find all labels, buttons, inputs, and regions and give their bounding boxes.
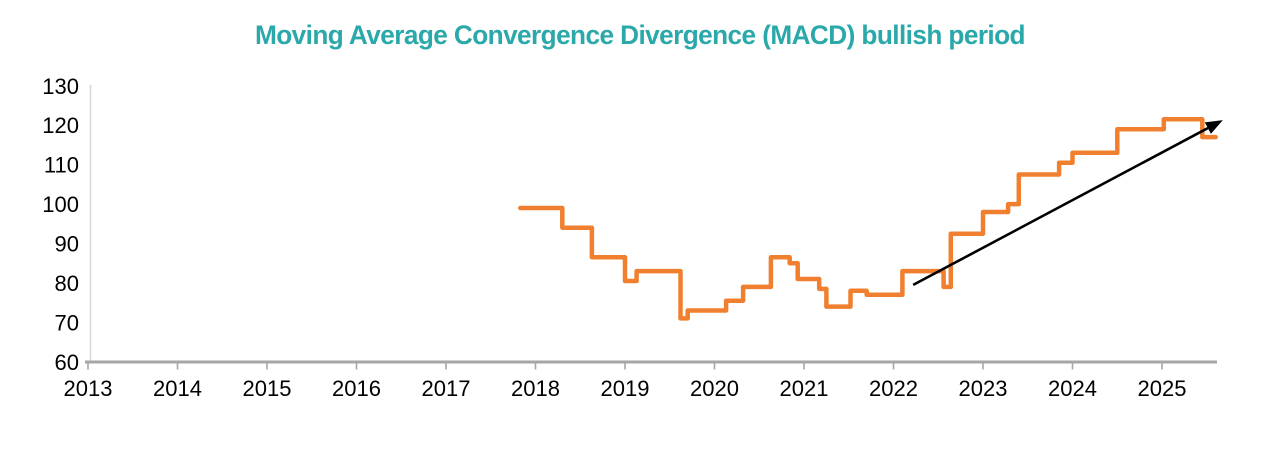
y-axis-label: 100 bbox=[42, 192, 79, 217]
x-axis-label: 2019 bbox=[601, 376, 650, 401]
y-axis-label: 130 bbox=[42, 74, 79, 99]
y-axis-label: 90 bbox=[55, 232, 79, 257]
x-axis-label: 2021 bbox=[780, 376, 829, 401]
y-axis-label: 60 bbox=[55, 350, 79, 375]
trend-arrow-line bbox=[912, 126, 1209, 287]
x-axis-label: 2022 bbox=[869, 376, 918, 401]
x-axis-label: 2024 bbox=[1048, 376, 1097, 401]
x-axis-label: 2023 bbox=[959, 376, 1008, 401]
x-axis-label: 2016 bbox=[332, 376, 381, 401]
x-axis-label: 2015 bbox=[243, 376, 292, 401]
x-axis-label: 2013 bbox=[64, 376, 113, 401]
trend-arrowhead-icon bbox=[1204, 120, 1223, 134]
chart-title: Moving Average Convergence Divergence (M… bbox=[255, 20, 1026, 50]
y-axis-label: 80 bbox=[55, 271, 79, 296]
x-axis-label: 2025 bbox=[1138, 376, 1187, 401]
y-axis-label: 70 bbox=[55, 310, 79, 335]
x-axis-label: 2018 bbox=[511, 376, 560, 401]
x-axis-label: 2020 bbox=[690, 376, 739, 401]
y-axis-label: 110 bbox=[44, 153, 79, 178]
x-axis-label: 2017 bbox=[422, 376, 471, 401]
macd-step-line bbox=[518, 117, 1218, 321]
y-axis-label: 120 bbox=[42, 113, 79, 138]
x-axis-label: 2014 bbox=[153, 376, 202, 401]
